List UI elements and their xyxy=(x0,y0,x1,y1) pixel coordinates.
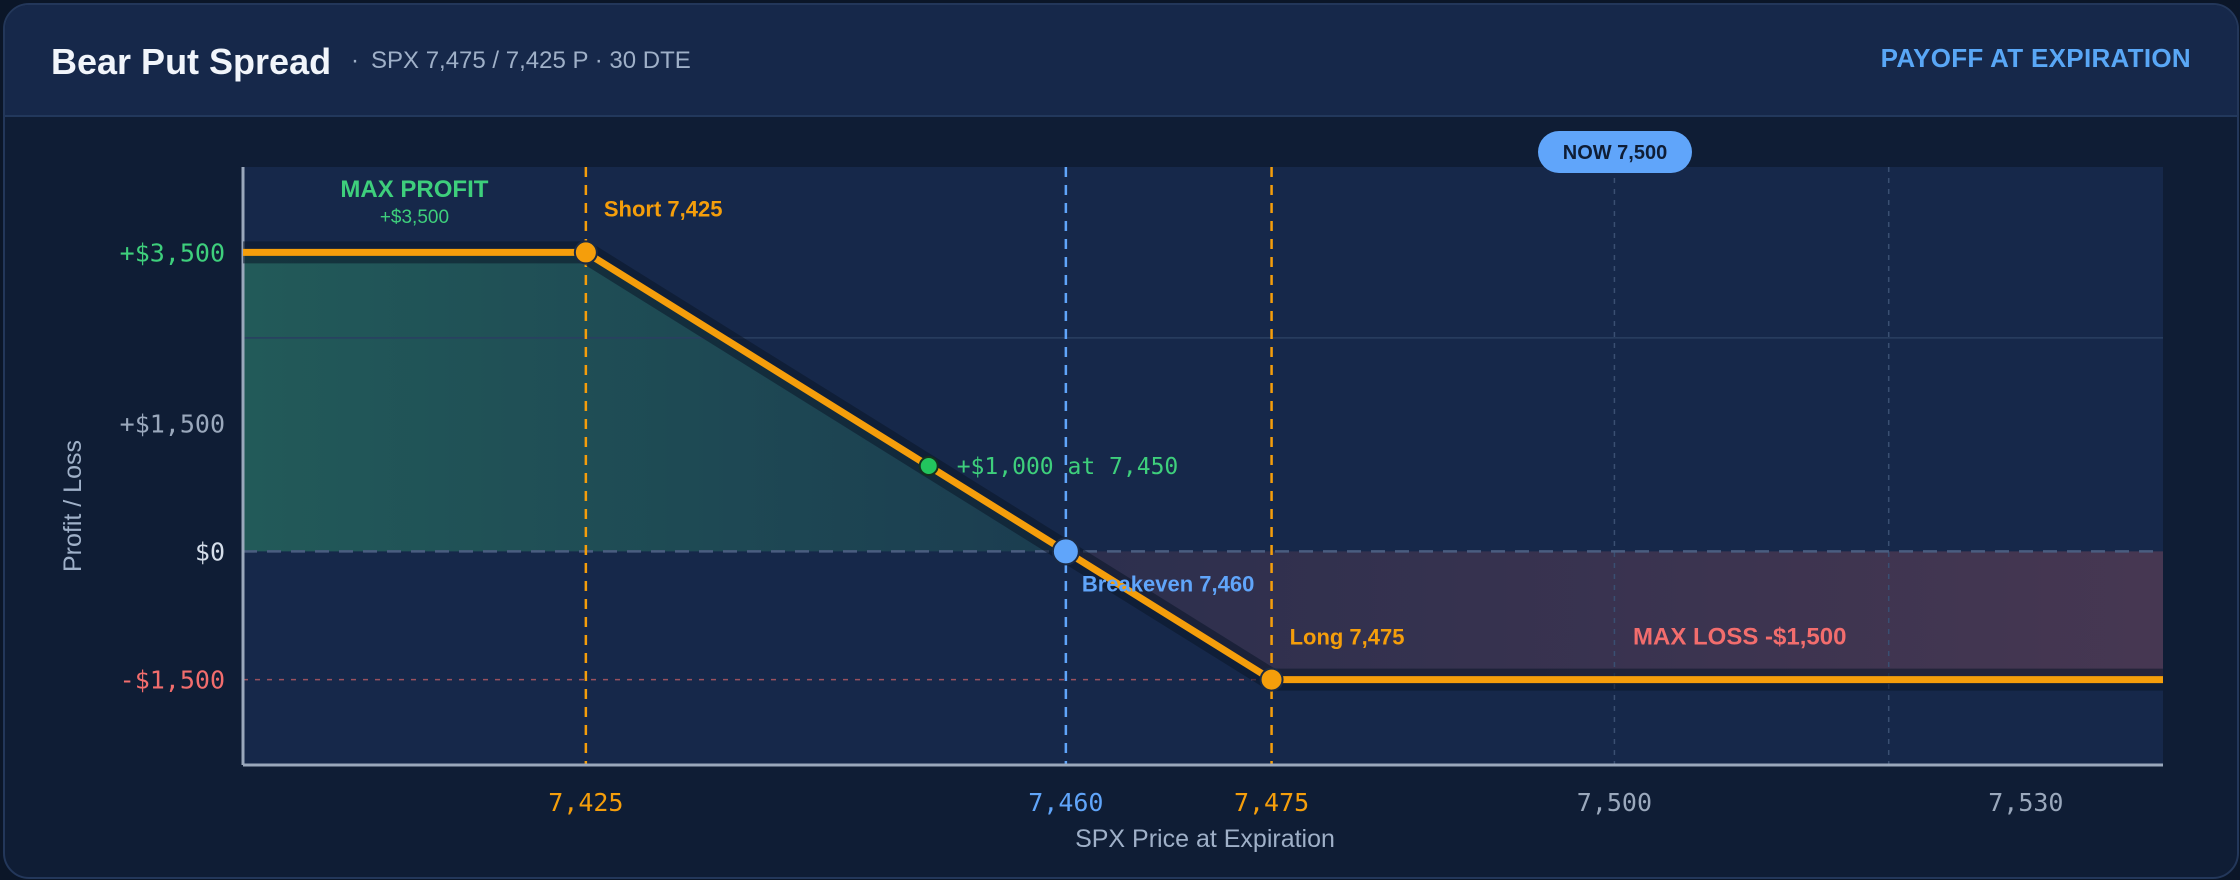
short-strike-label: Short 7,425 xyxy=(604,196,723,221)
loss-zone xyxy=(1065,551,2163,680)
chart-card: Bear Put Spread · SPX 7,475 / 7,425 P · 3… xyxy=(3,3,2239,879)
now-badge-label: NOW 7,500 xyxy=(1563,142,1667,164)
x-axis-title: SPX Price at Expiration xyxy=(1075,825,1335,853)
strike-marker xyxy=(573,240,598,265)
x-tick-label: 7,475 xyxy=(1234,788,1309,817)
x-tick-label: 7,425 xyxy=(548,788,623,817)
x-tick-label: 7,530 xyxy=(1988,788,2063,817)
max-loss-label: MAX LOSS -$1,500 xyxy=(1633,624,1846,651)
y-tick-label: $0 xyxy=(195,537,225,566)
strategy-title: Bear Put Spread xyxy=(51,41,332,82)
y-tick-label: +$1,500 xyxy=(120,409,225,438)
x-tick-label: 7,500 xyxy=(1577,788,1652,817)
profit-zone xyxy=(243,252,1066,552)
max-profit-title: MAX PROFIT xyxy=(340,176,488,203)
max-profit-value: +$3,500 xyxy=(380,207,449,228)
strike-marker xyxy=(1259,667,1284,692)
y-tick-label: -$1,500 xyxy=(120,666,225,695)
breakeven-label: Breakeven 7,460 xyxy=(1082,571,1254,596)
now-badge xyxy=(1538,131,1692,173)
strategy-details: SPX 7,475 / 7,425 P · 30 DTE xyxy=(371,47,691,74)
breakeven-marker xyxy=(1051,537,1080,566)
subtitle-separator: · xyxy=(351,47,359,74)
strategy-subtitle: · SPX 7,475 / 7,425 P · 30 DTE xyxy=(351,47,691,75)
sample-point-marker xyxy=(918,456,939,476)
long-strike-label: Long 7,475 xyxy=(1290,625,1405,650)
payoff-mode-label: PAYOFF AT EXPIRATION xyxy=(1880,43,2191,73)
payoff-chart: Short 7,425 Long 7,475 Breakeven 7,460 +$1,… xyxy=(59,131,2163,853)
y-axis-title: Profit / Loss xyxy=(59,440,87,572)
sample-point-label: +$1,000 at 7,450 xyxy=(957,454,1179,480)
y-tick-label: +$3,500 xyxy=(120,238,225,267)
x-tick-label: 7,460 xyxy=(1028,788,1103,817)
chart-header: Bear Put Spread · SPX 7,475 / 7,425 P · 3… xyxy=(5,5,2237,117)
